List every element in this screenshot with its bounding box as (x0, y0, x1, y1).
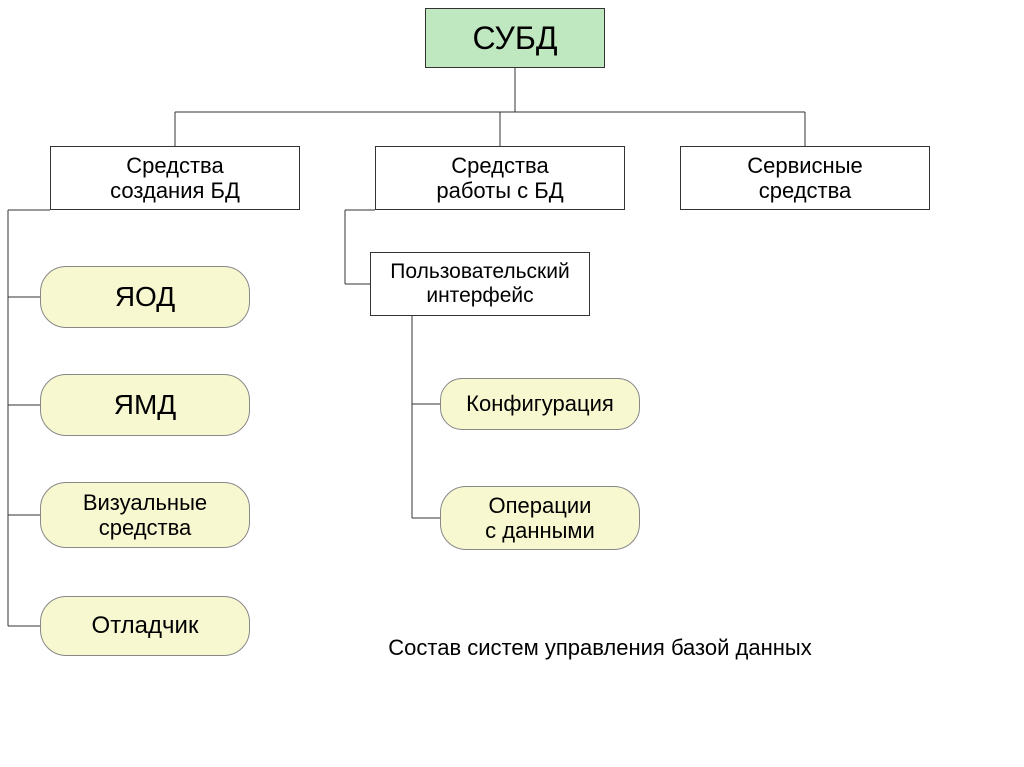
node-col2-head-label: Средстваработы с БД (436, 153, 563, 204)
node-ops: Операциис данными (440, 486, 640, 550)
node-yamd-label: ЯМД (114, 389, 177, 421)
node-debugger: Отладчик (40, 596, 250, 656)
diagram-caption-text: Состав систем управления базой данных (388, 635, 811, 660)
diagram-caption: Состав систем управления базой данных (340, 635, 860, 665)
node-config: Конфигурация (440, 378, 640, 430)
node-ui-label: Пользовательскийинтерфейс (390, 260, 569, 308)
node-col1-head-label: Средствасоздания БД (110, 153, 240, 204)
node-yamd: ЯМД (40, 374, 250, 436)
node-col1-head: Средствасоздания БД (50, 146, 300, 210)
node-visual-label: Визуальныесредства (83, 490, 207, 541)
node-config-label: Конфигурация (466, 391, 614, 416)
node-root-label: СУБД (472, 20, 557, 57)
node-col2-head: Средстваработы с БД (375, 146, 625, 210)
node-yaod-label: ЯОД (115, 281, 175, 313)
node-col3-head: Сервисныесредства (680, 146, 930, 210)
node-ui: Пользовательскийинтерфейс (370, 252, 590, 316)
node-col3-head-label: Сервисныесредства (747, 153, 863, 204)
node-debugger-label: Отладчик (92, 612, 199, 640)
node-ops-label: Операциис данными (485, 493, 595, 544)
node-root: СУБД (425, 8, 605, 68)
node-yaod: ЯОД (40, 266, 250, 328)
node-visual: Визуальныесредства (40, 482, 250, 548)
diagram-canvas: СУБД Средствасоздания БД Средстваработы … (0, 0, 1024, 767)
